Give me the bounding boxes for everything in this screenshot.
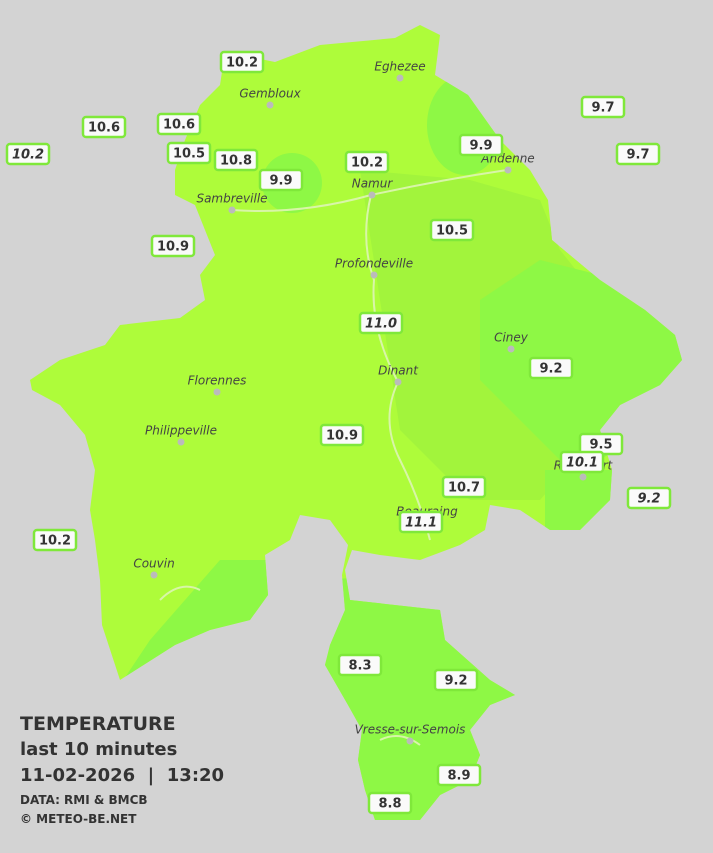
city-label: Namur xyxy=(352,177,394,191)
station-value: 9.2 xyxy=(637,492,660,507)
station-box xyxy=(32,528,78,552)
station-box xyxy=(5,142,51,166)
station-value: 10.9 xyxy=(326,429,358,444)
station-box xyxy=(626,486,672,510)
city-dot xyxy=(150,571,158,579)
station-box xyxy=(258,168,304,192)
city-label: Eghezee xyxy=(374,60,425,74)
city-dot xyxy=(213,388,221,396)
station-box xyxy=(150,234,196,258)
station-box xyxy=(441,475,487,499)
city-dot xyxy=(370,271,378,279)
station-value: 9.7 xyxy=(626,148,649,163)
station-value: 8.3 xyxy=(348,659,371,674)
station-box xyxy=(458,133,504,157)
station-box xyxy=(367,791,413,815)
city-label: Philippeville xyxy=(145,424,217,438)
station-box xyxy=(559,450,605,474)
city-dot xyxy=(406,737,414,745)
city-dot xyxy=(579,473,587,481)
station-box xyxy=(219,50,265,74)
city-dot xyxy=(368,191,376,199)
city-label: Ciney xyxy=(494,331,529,345)
city-label: Profondeville xyxy=(335,257,413,271)
city-label: Gembloux xyxy=(239,87,301,101)
city-dot xyxy=(507,345,515,353)
station-value: 9.7 xyxy=(591,101,614,116)
station-box xyxy=(528,356,574,380)
legend-subtitle: last 10 minutes xyxy=(20,739,177,760)
station-value: 10.7 xyxy=(448,481,480,496)
station-value: 8.9 xyxy=(447,769,470,784)
city-dot xyxy=(177,438,185,446)
legend-title: TEMPERATURE xyxy=(20,713,176,735)
station-box xyxy=(344,150,390,174)
station-box xyxy=(319,423,365,447)
station-value: 10.6 xyxy=(88,121,120,136)
city-label: Florennes xyxy=(188,374,247,388)
station-box xyxy=(398,510,444,534)
city-dot xyxy=(228,206,236,214)
station-value: 9.2 xyxy=(444,674,467,689)
station-box xyxy=(429,218,475,242)
station-box xyxy=(81,115,127,139)
station-box xyxy=(358,311,404,335)
city-dot xyxy=(396,74,404,82)
station-value: 11.0 xyxy=(365,317,397,332)
station-value: 10.6 xyxy=(163,118,195,133)
city-dot xyxy=(266,101,274,109)
city-dot xyxy=(504,166,512,174)
station-box xyxy=(436,763,482,787)
station-value: 9.9 xyxy=(469,139,492,154)
legend-copyright: © METEO-BE.NET xyxy=(20,812,137,826)
station-box xyxy=(580,95,626,119)
station-value: 10.2 xyxy=(12,148,44,163)
city-dot xyxy=(394,378,402,386)
station-value: 10.5 xyxy=(173,147,205,162)
station-box xyxy=(166,141,212,165)
station-value: 10.2 xyxy=(351,156,383,171)
station-value: 10.8 xyxy=(220,154,252,169)
station-value: 9.2 xyxy=(539,362,562,377)
station-value: 8.8 xyxy=(378,797,401,812)
zone-cool xyxy=(545,470,620,540)
station-value: 10.2 xyxy=(226,56,258,71)
legend-datetime: 11-02-2026 | 13:20 xyxy=(20,765,224,786)
station-value: 10.9 xyxy=(157,240,189,255)
station-value: 10.5 xyxy=(436,224,468,239)
legend-source: DATA: RMI & BMCB xyxy=(20,793,148,807)
stations: 10.2 10.6 10.2 10.6 10.5 10.8 9.9 10.2 9.9 9.7 9.7… xyxy=(5,50,672,815)
station-box xyxy=(433,668,479,692)
station-box xyxy=(337,653,383,677)
station-value: 9.5 xyxy=(589,438,612,453)
station-value: 10.1 xyxy=(566,456,598,471)
station-value: 11.1 xyxy=(405,516,437,531)
station-box xyxy=(156,112,202,136)
city-label: Vresse-sur-Semois xyxy=(355,723,466,737)
station-value: 10.2 xyxy=(39,534,71,549)
station-value: 9.9 xyxy=(269,174,292,189)
city-label: Sambreville xyxy=(196,192,267,206)
station-box xyxy=(213,148,259,172)
zone-cool xyxy=(300,575,530,820)
city-label: Couvin xyxy=(133,557,174,571)
city-label: Dinant xyxy=(378,364,419,378)
station-box xyxy=(615,142,661,166)
